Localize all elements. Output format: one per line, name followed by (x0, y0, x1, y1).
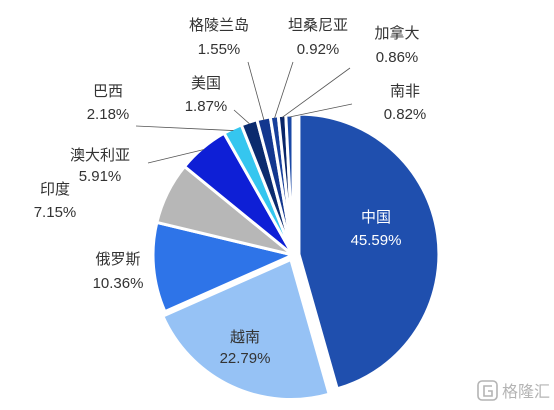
slice-label-value-10: 0.82% (384, 106, 427, 123)
slice-label-name-2: 俄罗斯 (95, 250, 140, 268)
slice-label-value-4: 5.91% (79, 168, 122, 185)
leader-line-4 (147, 149, 205, 164)
leader-lines-layer (135, 61, 353, 164)
slice-label-value-6: 1.87% (185, 98, 228, 115)
slice-label-name-7: 格陵兰岛 (189, 16, 249, 34)
leader-line-5 (135, 125, 234, 131)
slice-label-name-8: 坦桑尼亚 (288, 16, 348, 34)
slice-label-value-0: 45.59% (351, 232, 402, 249)
slice-label-value-5: 2.18% (87, 106, 130, 123)
slice-label-value-8: 0.92% (297, 41, 340, 58)
slice-label-value-9: 0.86% (376, 49, 419, 66)
slice-label-name-0: 中国 (361, 208, 391, 226)
slice-label-name-9: 加拿大 (374, 24, 419, 42)
watermark-text: 格隆汇 (502, 382, 550, 401)
slices-layer (151, 112, 441, 402)
pie-slice-1 (161, 258, 331, 402)
leader-line-7 (247, 61, 265, 121)
slice-label-name-5: 巴西 (93, 82, 123, 100)
slice-label-name-6: 美国 (191, 74, 221, 92)
slice-label-value-2: 10.36% (93, 275, 144, 292)
slice-label-value-1: 22.79% (220, 350, 271, 367)
watermark: 格隆汇 (477, 380, 550, 401)
pie-slice-2 (151, 220, 295, 314)
slice-label-name-10: 南非 (390, 82, 420, 100)
pie-slice-0 (297, 112, 441, 391)
leader-line-6 (233, 109, 250, 125)
slice-label-value-7: 1.55% (198, 41, 241, 58)
labels-layer: 中国 45.59% 越南 22.79% 俄罗斯 10.36% 印度 7.15% 澳大利亚 5.91… (34, 16, 427, 367)
leader-line-9 (281, 67, 351, 118)
slice-label-value-3: 7.15% (34, 204, 77, 221)
slice-label-name-1: 越南 (230, 328, 260, 346)
slice-label-name-3: 印度 (40, 180, 70, 198)
slice-label-name-4: 澳大利亚 (70, 146, 130, 164)
leader-line-8 (274, 61, 294, 119)
leader-line-10 (289, 103, 353, 118)
g-logo-icon (477, 380, 498, 401)
